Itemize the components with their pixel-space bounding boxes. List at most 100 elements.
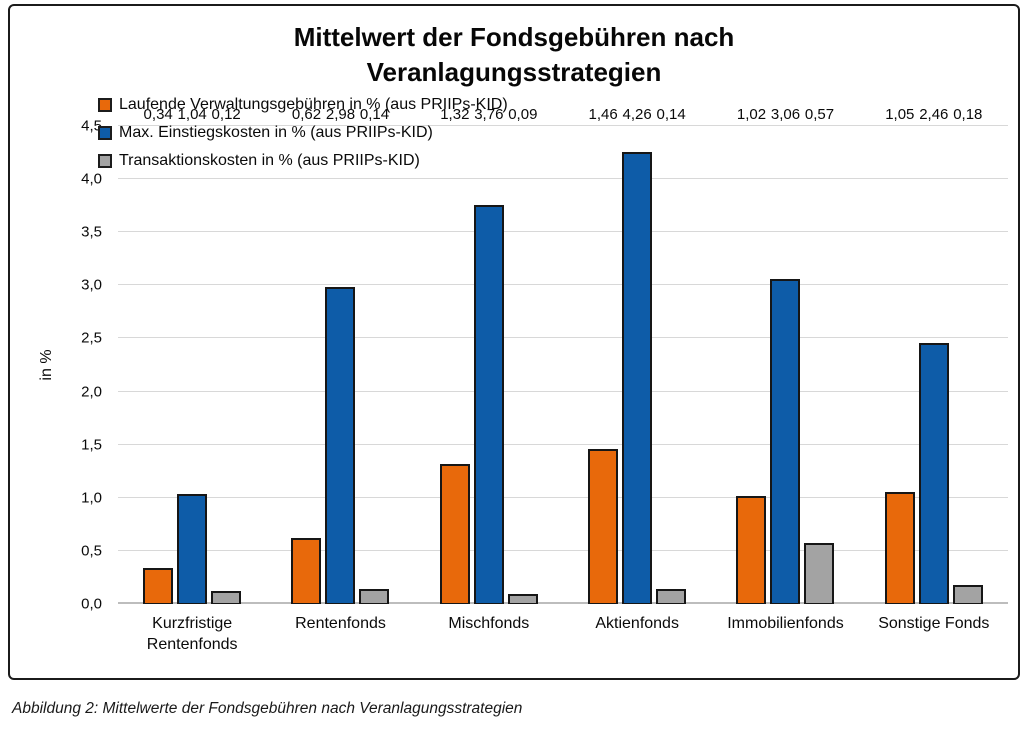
legend-item: Transaktionskosten in % (aus PRIIPs-KID) bbox=[98, 150, 508, 171]
y-tick-label: 3,0 bbox=[81, 276, 102, 294]
gridline bbox=[118, 390, 1008, 392]
bar-groups: 0,34 1,04 0,12 0,62 2,98 0,14 1,32 3,76 0,09 1,46… bbox=[118, 106, 1008, 604]
legend-swatch-icon bbox=[98, 97, 112, 112]
bar-wrap: 1,46 bbox=[588, 106, 619, 604]
bar-wrap: 1,32 bbox=[439, 106, 470, 604]
bar-series-2-category-4: 0,57 bbox=[804, 106, 835, 604]
bar-group: 1,05 2,46 0,18 bbox=[860, 106, 1008, 604]
legend-label: Transaktionskosten in % (aus PRIIPs-KID) bbox=[119, 152, 420, 169]
chart-legend: Laufende Verwaltungsgebühren in % (aus P… bbox=[98, 94, 508, 171]
x-axis-label: Rentenfonds bbox=[295, 615, 386, 632]
bar-wrap: 0,18 bbox=[952, 106, 983, 604]
bar-series-1-category-0: 1,04 bbox=[177, 106, 208, 604]
y-tick-label: 0,0 bbox=[81, 595, 102, 613]
y-tick-label: 4,0 bbox=[81, 170, 102, 188]
bar-series-0-category-1: 0,62 bbox=[291, 106, 322, 604]
gridline bbox=[118, 231, 1008, 233]
bar-value-label: 0,12 bbox=[211, 106, 241, 123]
bar-series-1-category-2: 3,76 bbox=[473, 106, 504, 604]
x-axis-label: Kurzfristige Rentenfonds bbox=[146, 615, 238, 653]
bar-group: 1,46 4,26 0,14 bbox=[563, 106, 711, 604]
gridline bbox=[118, 443, 1008, 445]
bar-value-label: 0,34 bbox=[143, 106, 173, 123]
bar-series-2-category-1: 0,14 bbox=[359, 106, 390, 604]
chart-container: Mittelwert der Fondsgebühren nach Veranl… bbox=[8, 4, 1020, 680]
bar-value-label: 0,62 bbox=[291, 106, 322, 123]
bar-series-2-category-2: 0,09 bbox=[507, 106, 538, 604]
gridline bbox=[118, 125, 1008, 126]
legend-swatch-icon bbox=[98, 125, 112, 140]
y-tick-label: 4,5 bbox=[81, 117, 102, 135]
bar-wrap: 3,76 bbox=[473, 106, 504, 604]
bar-wrap: 0,34 bbox=[143, 106, 174, 604]
bar-value-label: 1,04 bbox=[177, 106, 207, 123]
figure-caption: Abbildung 2: Mittelwerte der Fondsgebühr… bbox=[12, 700, 523, 717]
legend-swatch-icon bbox=[98, 153, 112, 168]
legend-label: Laufende Verwaltungsgebühren in % (aus P… bbox=[119, 96, 508, 113]
gridline bbox=[118, 178, 1008, 180]
bar-wrap: 1,05 bbox=[884, 106, 915, 604]
bar-series-2-category-3: 0,14 bbox=[656, 106, 687, 604]
bar-value-label: 1,02 bbox=[736, 106, 767, 123]
bar-group: 0,62 2,98 0,14 bbox=[266, 106, 414, 604]
bar-series-1-category-5: 2,46 bbox=[918, 106, 949, 604]
plot-area: 0,34 1,04 0,12 0,62 2,98 0,14 1,32 3,76 0,09 1,46… bbox=[118, 106, 1008, 604]
bar-wrap: 2,46 bbox=[918, 106, 949, 604]
legend-item: Max. Einstiegskosten in % (aus PRIIPs-KI… bbox=[98, 122, 508, 143]
bar-value-label: 4,26 bbox=[622, 106, 652, 123]
bar-group: 0,34 1,04 0,12 bbox=[118, 106, 266, 604]
y-axis-ticks: 0,0 0,5 1,0 1,5 2,0 2,5 3,0 3,5 4,0 4,5 bbox=[10, 118, 102, 613]
bar-wrap: 3,06 bbox=[770, 106, 801, 604]
bar-series-0-category-0: 0,34 bbox=[143, 106, 174, 604]
bar-value-label: 3,06 bbox=[770, 106, 801, 123]
bar-group: 1,32 3,76 0,09 bbox=[415, 106, 563, 604]
bar-wrap: 0,57 bbox=[804, 106, 835, 604]
gridline bbox=[118, 337, 1008, 339]
x-axis-label: Immobilienfonds bbox=[727, 615, 844, 632]
bar-series-0-category-3: 1,46 bbox=[588, 106, 619, 604]
x-axis-labels: Kurzfristige Rentenfonds Rentenfonds Misch… bbox=[118, 614, 1008, 656]
bar-value-label: 0,14 bbox=[656, 106, 686, 123]
bar-wrap: 1,04 bbox=[177, 106, 208, 604]
y-tick-label: 2,0 bbox=[81, 383, 102, 401]
bar-value-label: 0,09 bbox=[508, 106, 538, 123]
x-axis-label: Sonstige Fonds bbox=[878, 615, 990, 632]
bar-series-1-category-4: 3,06 bbox=[770, 106, 801, 604]
bar-wrap: 0,14 bbox=[359, 106, 390, 604]
bar-series-2-category-5: 0,18 bbox=[952, 106, 983, 604]
bar-wrap: 0,09 bbox=[507, 106, 538, 604]
x-axis-label: Mischfonds bbox=[448, 615, 530, 632]
bar-wrap: 0,62 bbox=[291, 106, 322, 604]
bar-value-label: 1,46 bbox=[588, 106, 618, 123]
bar-wrap: 4,26 bbox=[622, 106, 653, 604]
gridline bbox=[118, 284, 1008, 286]
bar-value-label: 0,14 bbox=[359, 106, 390, 123]
bar-value-label: 0,18 bbox=[953, 106, 983, 123]
bar-value-label: 3,76 bbox=[474, 106, 504, 123]
bar-value-label: 0,57 bbox=[804, 106, 835, 123]
bar-series-1-category-1: 2,98 bbox=[325, 106, 356, 604]
gridline bbox=[118, 496, 1008, 498]
bar-value-label: 2,46 bbox=[919, 106, 949, 123]
bar-value-label: 2,98 bbox=[325, 106, 356, 123]
bar-value-label: 1,32 bbox=[440, 106, 470, 123]
bar-group: 1,02 3,06 0,57 bbox=[711, 106, 859, 604]
bar-series-2-category-0: 0,12 bbox=[211, 106, 242, 604]
y-tick-label: 1,5 bbox=[81, 436, 102, 454]
bar-wrap: 1,02 bbox=[736, 106, 767, 604]
chart-title: Mittelwert der Fondsgebühren nach Veranl… bbox=[293, 22, 735, 87]
bar-wrap: 0,12 bbox=[211, 106, 242, 604]
gridline bbox=[118, 549, 1008, 551]
bar-series-0-category-2: 1,32 bbox=[439, 106, 470, 604]
bar-wrap: 2,98 bbox=[325, 106, 356, 604]
bar-wrap: 0,14 bbox=[656, 106, 687, 604]
legend-label: Max. Einstiegskosten in % (aus PRIIPs-KI… bbox=[119, 124, 433, 141]
bar-series-0-category-4: 1,02 bbox=[736, 106, 767, 604]
y-tick-label: 0,5 bbox=[81, 542, 102, 560]
x-axis-line bbox=[118, 602, 1008, 604]
y-tick-label: 2,5 bbox=[81, 329, 102, 347]
x-axis-label: Aktienfonds bbox=[595, 615, 679, 632]
bar-series-0-category-5: 1,05 bbox=[884, 106, 915, 604]
bar-series-1-category-3: 4,26 bbox=[622, 106, 653, 604]
